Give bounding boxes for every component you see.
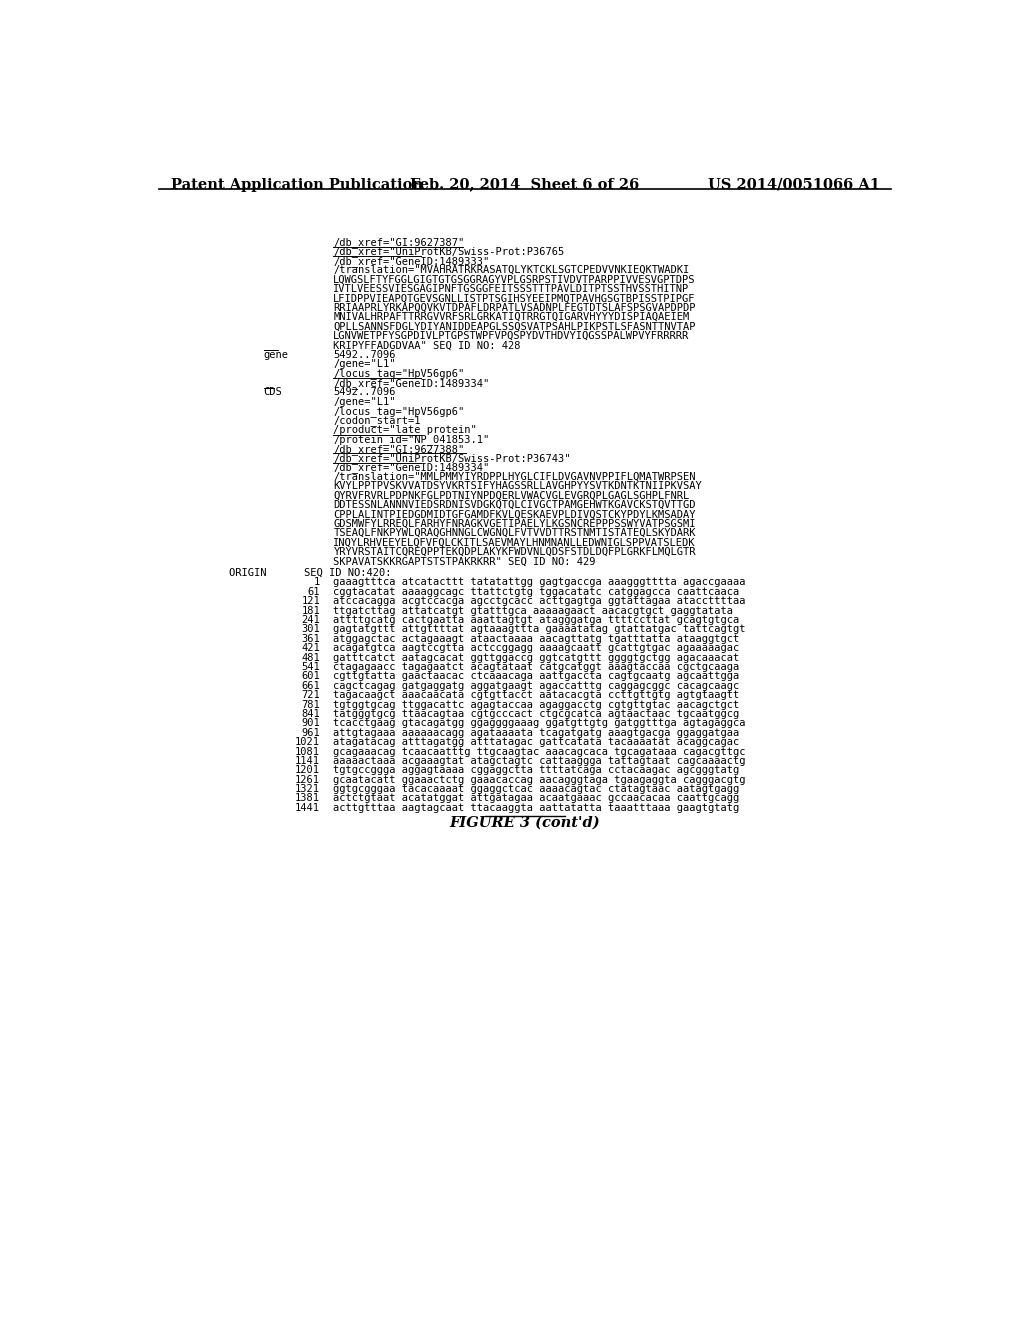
Text: /db_xref="GeneID:1489334": /db_xref="GeneID:1489334" [334, 378, 489, 389]
Text: 301: 301 [301, 624, 321, 635]
Text: SKPAVATSKKRGAPTSTSTPAKRKRR" SEQ ID NO: 429: SKPAVATSKKRGAPTSTSTPAKRKRR" SEQ ID NO: 4… [334, 556, 596, 566]
Text: /db_xref="UniProtKB/Swiss-Prot:P36765: /db_xref="UniProtKB/Swiss-Prot:P36765 [334, 247, 564, 257]
Text: /protein_id="NP_041853.1": /protein_id="NP_041853.1" [334, 434, 489, 445]
Text: acagatgtca aagtccgtta actccggagg aaaagcaatt gcattgtgac agaaaaagac: acagatgtca aagtccgtta actccggagg aaaagca… [334, 643, 739, 653]
Text: aaaaactaaa acgaaagtat atagctagtc cattaaggga tattagtaat cagcaaaactg: aaaaactaaa acgaaagtat atagctagtc cattaag… [334, 756, 745, 766]
Text: /db_xref="GeneID:1489333": /db_xref="GeneID:1489333" [334, 256, 489, 267]
Text: LQWGSLFTYFGGLGIGTGTGSGGRAGYVPLGSRPSTIVDVTPARPPIVVESVGPTDPS: LQWGSLFTYFGGLGIGTGTGSGGRAGYVPLGSRPSTIVDV… [334, 275, 696, 285]
Text: 661: 661 [301, 681, 321, 690]
Text: ttgatcttag attatcatgt gtatttgca aaaaagaact aacacgtgct gaggtatata: ttgatcttag attatcatgt gtatttgca aaaaagaa… [334, 606, 733, 615]
Text: gatttcatct aatagcacat ggttggaccg ggtcatgttt ggggtgctgg agacaaacat: gatttcatct aatagcacat ggttggaccg ggtcatg… [334, 652, 739, 663]
Text: /db_xref="UniProtKB/Swiss-Prot:P36743": /db_xref="UniProtKB/Swiss-Prot:P36743" [334, 453, 570, 463]
Text: 1321: 1321 [295, 784, 321, 795]
Text: Feb. 20, 2014  Sheet 6 of 26: Feb. 20, 2014 Sheet 6 of 26 [411, 178, 639, 191]
Text: tatgggtgcg ttaacagtaa cgtgcccact ctgcgcatca agtaactaac tgcaatggcg: tatgggtgcg ttaacagtaa cgtgcccact ctgcgca… [334, 709, 739, 719]
Text: KVYLPPTPVSKVVATDSYVKRTSIFYHAGSSRLLAVGHPYYSVTKDNTKTNIIPKVSAY: KVYLPPTPVSKVVATDSYVKRTSIFYHAGSSRLLAVGHPY… [334, 482, 702, 491]
Text: 1201: 1201 [295, 766, 321, 775]
Text: /product="late protein": /product="late protein" [334, 425, 477, 434]
Text: 1141: 1141 [295, 756, 321, 766]
Text: attgtagaaa aaaaaacagg agataaaata tcagatgatg aaagtgacga ggaggatgaa: attgtagaaa aaaaaacagg agataaaata tcagatg… [334, 727, 739, 738]
Text: tgtggtgcag ttggacattc agagtaccaa agaggacctg cgtgttgtac aacagctgct: tgtggtgcag ttggacattc agagtaccaa agaggac… [334, 700, 739, 710]
Text: YRYVRSTAITCQREQPPTEKQDPLAKYKFWDVNLQDSFSTDLDQFPLGRKFLMQLGTR: YRYVRSTAITCQREQPPTEKQDPLAKYKFWDVNLQDSFST… [334, 546, 696, 557]
Text: /gene="L1": /gene="L1" [334, 359, 396, 370]
Text: LFIDPPVIEAPQTGEVSGNLLISTPTSGIHSYEEIPMQTPAVHGSGTBPISSTPIPGF: LFIDPPVIEAPQTGEVSGNLLISTPTSGIHSYEEIPMQTP… [334, 293, 696, 304]
Text: CDS: CDS [263, 387, 283, 397]
Text: tagacaagct aaacaacata cgtgttacct aatacacgta ccttgttgtg agtgtaagtt: tagacaagct aaacaacata cgtgttacct aatacac… [334, 690, 739, 700]
Text: INQYLRHVEEYELQFVFQLCKITLSAEVMAYLHNMNANLLEDWNIGLSPPVATSLEDK: INQYLRHVEEYELQFVFQLCKITLSAEVMAYLHNMNANLL… [334, 537, 696, 548]
Text: 1441: 1441 [295, 803, 321, 813]
Text: DDTESSNLANNNVIEDSRDNISVDGKQTQLCIVGCTPAMGEHWTKGAVCKSTQVTTGD: DDTESSNLANNNVIEDSRDNISVDGKQTQLCIVGCTPAMG… [334, 500, 696, 510]
Text: ggtgcgggaa tacacaaaat ggaggctcac aaaacagtac ctatagtaac aatagtgagg: ggtgcgggaa tacacaaaat ggaggctcac aaaacag… [334, 784, 739, 795]
Text: /translation="MVAHRATRKRASATQLYKTCKLSGTCPEDVVNKIEQKTWADKI: /translation="MVAHRATRKRASATQLYKTCKLSGTC… [334, 265, 689, 275]
Text: tgtgccggga aggagtaaaa cggaggctta ttttatcaga cctacaagac agcgggtatg: tgtgccggga aggagtaaaa cggaggctta ttttatc… [334, 766, 739, 775]
Text: 841: 841 [301, 709, 321, 719]
Text: US 2014/0051066 A1: US 2014/0051066 A1 [708, 178, 880, 191]
Text: cgttgtatta gaactaacac ctcaaacaga aattgaccta cagtgcaatg agcaattgga: cgttgtatta gaactaacac ctcaaacaga aattgac… [334, 672, 739, 681]
Text: gaaagtttca atcatacttt tatatattgg gagtgaccga aaagggtttta agaccgaaaa: gaaagtttca atcatacttt tatatattgg gagtgac… [334, 577, 745, 587]
Text: /locus_tag="HpV56gp6": /locus_tag="HpV56gp6" [334, 368, 465, 379]
Text: atccacagga acgtccacga agcctgcacc acttgagtga ggtattagaa ataccttttaa: atccacagga acgtccacga agcctgcacc acttgag… [334, 597, 745, 606]
Text: attttgcatg cactgaatta aaattagtgt atagggatga ttttccttat gcagtgtgca: attttgcatg cactgaatta aaattagtgt ataggga… [334, 615, 739, 624]
Text: 781: 781 [301, 700, 321, 710]
Text: LGNVWETPFYSGPDIVLPTGPSTWPFVPQSPYDVTHDVYIQGSSPALWPVYFRRRRR: LGNVWETPFYSGPDIVLPTGPSTWPFVPQSPYDVTHDVYI… [334, 331, 689, 341]
Text: ctagagaacc tagagaatct acagtataat catgcatggt aaagtaccaa cgctgcaaga: ctagagaacc tagagaatct acagtataat catgcat… [334, 663, 739, 672]
Text: 1381: 1381 [295, 793, 321, 804]
Text: 601: 601 [301, 672, 321, 681]
Text: gagtatgttt attgttttat agtaaagttta gaaaatatag gtattatgac tattcagtgt: gagtatgttt attgttttat agtaaagttta gaaaat… [334, 624, 745, 635]
Text: atggagctac actagaaagt ataactaaaa aacagttatg tgatttatta ataaggtgct: atggagctac actagaaagt ataactaaaa aacagtt… [334, 634, 739, 644]
Text: actctgtaat acatatggat attgatagaa acaatgaaac gccaacacaa caattgcagg: actctgtaat acatatggat attgatagaa acaatga… [334, 793, 739, 804]
Text: gcagaaacag tcaacaatttg ttgcaagtac aaacagcaca tgcagataaa cagacgttgc: gcagaaacag tcaacaatttg ttgcaagtac aaacag… [334, 747, 745, 756]
Text: 1: 1 [314, 577, 321, 587]
Text: cagctcagag gatgaggatg aggatgaagt agaccatttg caggagcggc cacagcaagc: cagctcagag gatgaggatg aggatgaagt agaccat… [334, 681, 739, 690]
Text: CPPLALINTPIEDGDMIDTGFGAMDFKVLQESKAEVPLDIVQSTCKYPDYLKMSADAY: CPPLALINTPIEDGDMIDTGFGAMDFKVLQESKAEVPLDI… [334, 510, 696, 519]
Text: QPLLSANNSFDGLYDIYANIDDEAPGLSSQSVATPSAHLPIKPSTLSFASNTTNVTAP: QPLLSANNSFDGLYDIYANIDDEAPGLSSQSVATPSAHLP… [334, 322, 696, 331]
Text: ORIGIN      SEQ ID NO:420:: ORIGIN SEQ ID NO:420: [228, 568, 391, 578]
Text: TSEAQLFNKPYWLQRAQGHNNGLCWGNQLFVTVVDTTRSTNMTISTATEQLSKYDARK: TSEAQLFNKPYWLQRAQGHNNGLCWGNQLFVTVVDTTRST… [334, 528, 696, 539]
Text: /db_xref="GeneID:1489334": /db_xref="GeneID:1489334" [334, 462, 489, 474]
Text: 181: 181 [301, 606, 321, 615]
Text: 901: 901 [301, 718, 321, 729]
Text: 421: 421 [301, 643, 321, 653]
Text: IVTLVEESSVIESGAGIPNFTGSGGFEITSSSTTTPAVLDITPTSSTHVSSTHITNP: IVTLVEESSVIESGAGIPNFTGSGGFEITSSSTTTPAVLD… [334, 284, 689, 294]
Text: RRIAAPRLYRKAPQQVKVTDPAFLDRPATLVSADNPLFEGTDTSLAFSPSGVAPDPDP: RRIAAPRLYRKAPQQVKVTDPAFLDRPATLVSADNPLFEG… [334, 302, 696, 313]
Text: FIGURE 3 (cont'd): FIGURE 3 (cont'd) [450, 816, 600, 829]
Text: /db_xref="GI:9627388": /db_xref="GI:9627388" [334, 444, 465, 454]
Text: cggtacatat aaaaggcagc ttattctgtg tggacatatc catggagcca caattcaaca: cggtacatat aaaaggcagc ttattctgtg tggacat… [334, 587, 739, 597]
Text: 541: 541 [301, 663, 321, 672]
Text: 1081: 1081 [295, 747, 321, 756]
Text: tcacctgaag gtacagatgg ggaggggaaag ggatgttgtg gatggtttga agtagaggca: tcacctgaag gtacagatgg ggaggggaaag ggatgt… [334, 718, 745, 729]
Text: /translation="MMLPMMYIYRDPPLHYGLCIFLDVGAVNVPPIFLQMATWRPSEN: /translation="MMLPMMYIYRDPPLHYGLCIFLDVGA… [334, 471, 696, 482]
Text: 361: 361 [301, 634, 321, 644]
Text: /codon_start=1: /codon_start=1 [334, 416, 421, 426]
Text: 61: 61 [307, 587, 321, 597]
Text: /locus_tag="HpV56gp6": /locus_tag="HpV56gp6" [334, 407, 465, 417]
Text: 961: 961 [301, 727, 321, 738]
Text: 1261: 1261 [295, 775, 321, 784]
Text: 1021: 1021 [295, 737, 321, 747]
Text: 5492..7096: 5492..7096 [334, 350, 396, 359]
Text: 481: 481 [301, 652, 321, 663]
Text: gene: gene [263, 350, 289, 359]
Text: Patent Application Publication: Patent Application Publication [171, 178, 423, 191]
Text: 241: 241 [301, 615, 321, 624]
Text: 721: 721 [301, 690, 321, 700]
Text: /gene="L1": /gene="L1" [334, 396, 396, 407]
Text: QYRVFRVRLPDPNKFGLPDTNIYNPDQERLVWACVGLEVGRQPLGAGLSGHPLFNRL: QYRVFRVRLPDPNKFGLPDTNIYNPDQERLVWACVGLEVG… [334, 491, 689, 500]
Text: KRIPYFFADGDVAA" SEQ ID NO: 428: KRIPYFFADGDVAA" SEQ ID NO: 428 [334, 341, 521, 350]
Text: GDSMWFYLRREQLFARHYFNRAGKVGETIPAELYLKGSNCREPPPSSWYVATPSGSMI: GDSMWFYLRREQLFARHYFNRAGKVGETIPAELYLKGSNC… [334, 519, 696, 529]
Text: 121: 121 [301, 597, 321, 606]
Text: MNIVALHRPAFTTRRGVVRFSRLGRKATIQTRRGTQIGARVHYYYDISPIAQAEIEM: MNIVALHRPAFTTRRGVVRFSRLGRKATIQTRRGTQIGAR… [334, 312, 689, 322]
Text: atagatacag atttagatgg atttatagac gattcatata tacaaaatat acaggcagac: atagatacag atttagatgg atttatagac gattcat… [334, 737, 739, 747]
Text: 5492..7096: 5492..7096 [334, 387, 396, 397]
Text: gcaatacatt ggaaactctg gaaacaccag aacagggtaga tgaagaggta cagggacgtg: gcaatacatt ggaaactctg gaaacaccag aacaggg… [334, 775, 745, 784]
Text: /db_xref="GI:9627387": /db_xref="GI:9627387" [334, 238, 465, 248]
Text: acttgtttaa aagtagcaat ttacaaggta aattatatta taaatttaaa gaagtgtatg: acttgtttaa aagtagcaat ttacaaggta aattata… [334, 803, 739, 813]
